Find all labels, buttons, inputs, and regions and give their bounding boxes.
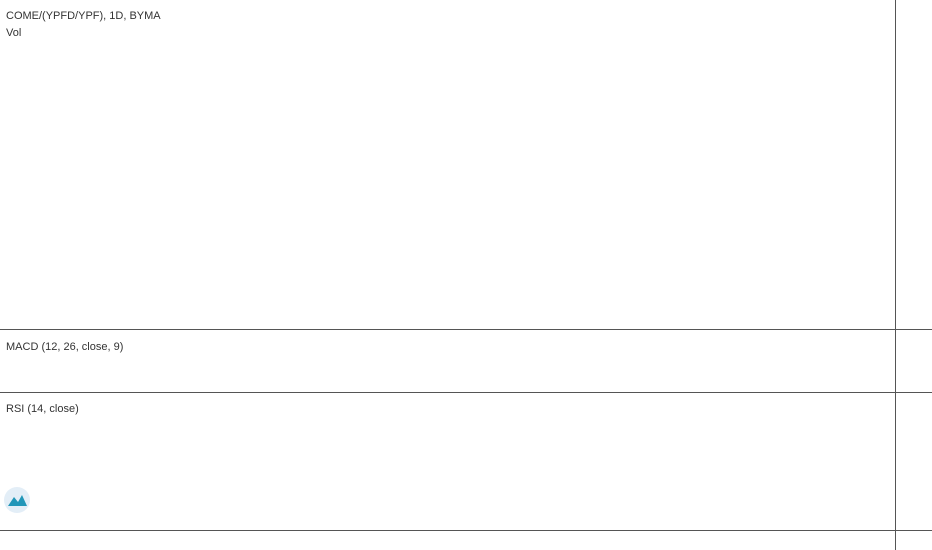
rsi-title: RSI (14, close) [6,403,79,415]
symbol-title: COME/(YPFD/YPF), 1D, BYMA [6,10,161,22]
logo-icon [8,495,27,506]
macd-title: MACD (12, 26, close, 9) [6,341,123,353]
logo [4,487,30,513]
volume-label: Vol [6,27,21,39]
logo-bg [4,487,30,513]
